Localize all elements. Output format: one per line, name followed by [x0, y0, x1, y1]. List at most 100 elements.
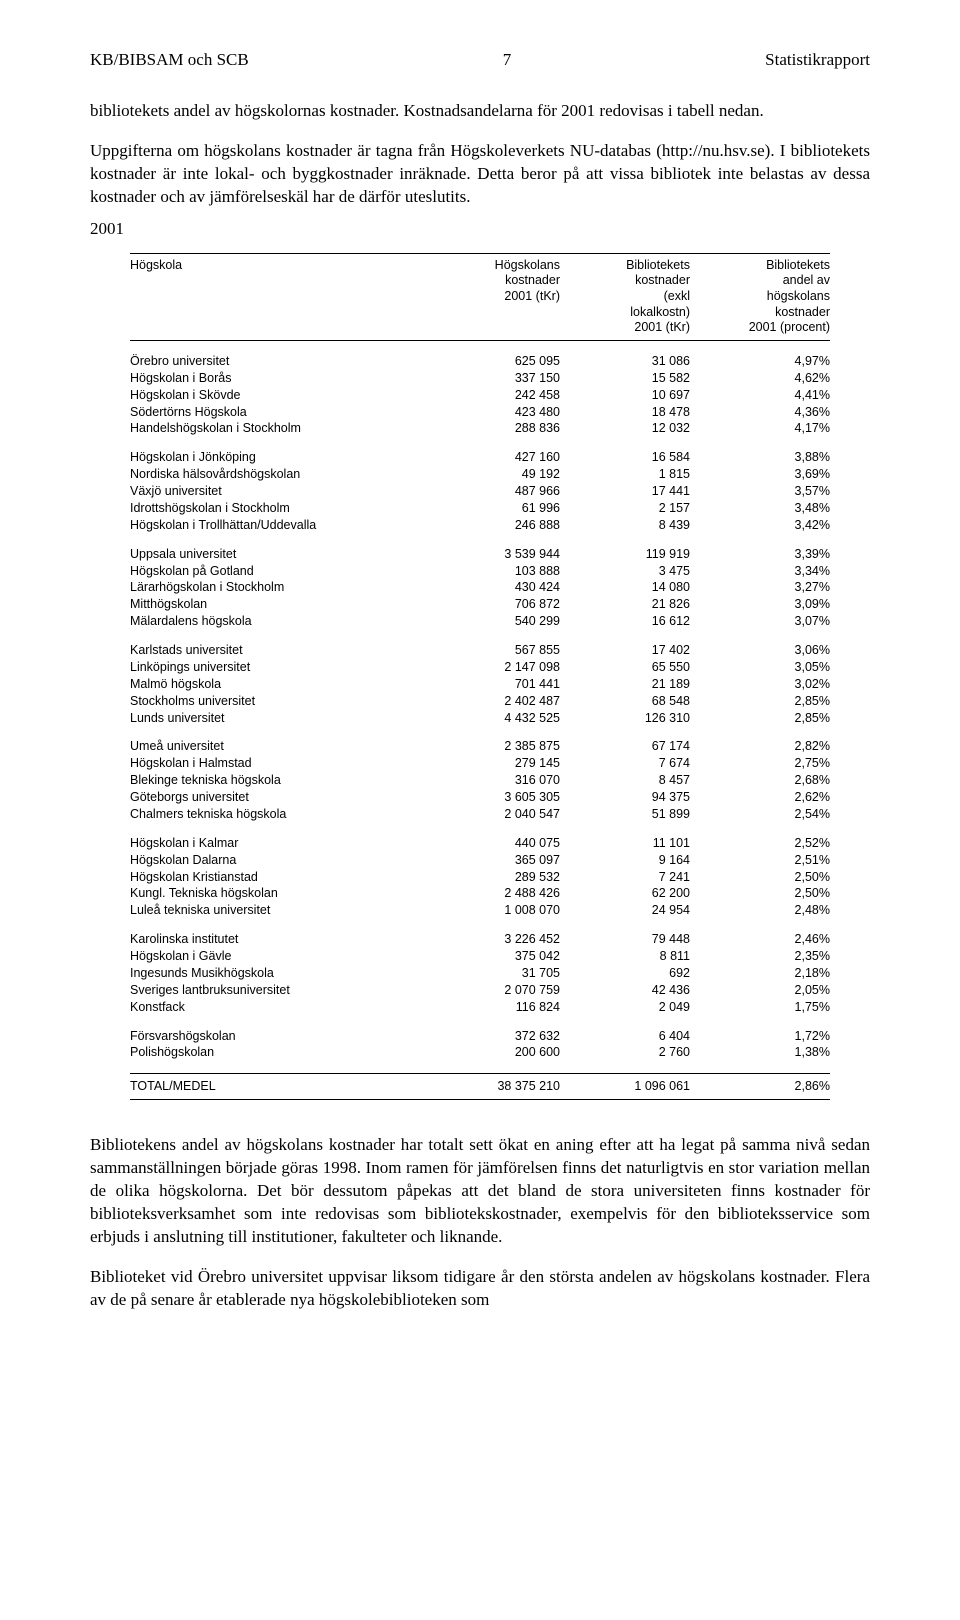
- table-cell: 51 899: [560, 806, 690, 823]
- outro-para-1: Bibliotekens andel av högskolans kostnad…: [90, 1134, 870, 1249]
- table-row: Blekinge tekniska högskola316 0708 4572,…: [130, 772, 830, 789]
- table-cell: Örebro universitet: [130, 353, 430, 370]
- table-group: Karolinska institutet3 226 45279 4482,46…: [130, 931, 830, 1015]
- table-cell: 31 086: [560, 353, 690, 370]
- table-row: Lunds universitet4 432 525126 3102,85%: [130, 710, 830, 727]
- table-cell: Södertörns Högskola: [130, 404, 430, 421]
- table-cell: Högskolan i Skövde: [130, 387, 430, 404]
- table-cell: 316 070: [430, 772, 560, 789]
- table-group: Högskolan i Kalmar440 07511 1012,52%Högs…: [130, 835, 830, 919]
- table-row: Högskolan i Halmstad279 1457 6742,75%: [130, 755, 830, 772]
- table-cell: Konstfack: [130, 999, 430, 1016]
- nu-database-link[interactable]: http://nu.hsv.se: [662, 141, 765, 160]
- table-row: Högskolan i Borås337 15015 5824,62%: [130, 370, 830, 387]
- table-cell: 200 600: [430, 1044, 560, 1061]
- table-cell: 21 826: [560, 596, 690, 613]
- table-row: Malmö högskola701 44121 1893,02%: [130, 676, 830, 693]
- table-cell: 2,35%: [690, 948, 830, 965]
- table-row: Södertörns Högskola423 48018 4784,36%: [130, 404, 830, 421]
- table-header-name: Högskola: [130, 258, 430, 336]
- table-cell: 17 441: [560, 483, 690, 500]
- table-row: Lärarhögskolan i Stockholm430 42414 0803…: [130, 579, 830, 596]
- intro-para-1: bibliotekets andel av högskolornas kostn…: [90, 100, 870, 123]
- table-cell: 8 457: [560, 772, 690, 789]
- table-row: Stockholms universitet2 402 48768 5482,8…: [130, 693, 830, 710]
- total-label: TOTAL/MEDEL: [130, 1078, 430, 1095]
- cost-table: Högskola Högskolans kostnader 2001 (tKr)…: [130, 253, 830, 1100]
- table-cell: 2,51%: [690, 852, 830, 869]
- table-cell: Högskolan i Halmstad: [130, 755, 430, 772]
- intro-para-2-a: Uppgifterna om högskolans kostnader är t…: [90, 141, 662, 160]
- table-cell: 17 402: [560, 642, 690, 659]
- table-row: Linköpings universitet2 147 09865 5503,0…: [130, 659, 830, 676]
- table-cell: 4,17%: [690, 420, 830, 437]
- table-row: Växjö universitet487 96617 4413,57%: [130, 483, 830, 500]
- table-cell: Växjö universitet: [130, 483, 430, 500]
- table-cell: Högskolan i Trollhättan/Uddevalla: [130, 517, 430, 534]
- table-cell: 3,02%: [690, 676, 830, 693]
- table-cell: Stockholms universitet: [130, 693, 430, 710]
- table-cell: 337 150: [430, 370, 560, 387]
- table-cell: 1,38%: [690, 1044, 830, 1061]
- table-cell: 2 070 759: [430, 982, 560, 999]
- table-cell: 11 101: [560, 835, 690, 852]
- table-cell: 3,06%: [690, 642, 830, 659]
- table-cell: 701 441: [430, 676, 560, 693]
- table-cell: 625 095: [430, 353, 560, 370]
- table-cell: 4,41%: [690, 387, 830, 404]
- table-row: Högskolan i Skövde242 45810 6974,41%: [130, 387, 830, 404]
- table-row: Försvarshögskolan372 6326 4041,72%: [130, 1028, 830, 1045]
- table-header-col-c: Bibliotekets andel av högskolans kostnad…: [690, 258, 830, 336]
- table-cell: 2,50%: [690, 885, 830, 902]
- table-cell: Linköpings universitet: [130, 659, 430, 676]
- table-row: Karlstads universitet567 85517 4023,06%: [130, 642, 830, 659]
- table-cell: 2,75%: [690, 755, 830, 772]
- table-cell: 2,48%: [690, 902, 830, 919]
- table-cell: 8 439: [560, 517, 690, 534]
- table-cell: 1,72%: [690, 1028, 830, 1045]
- table-cell: 2,62%: [690, 789, 830, 806]
- table-body: Örebro universitet625 09531 0864,97%Högs…: [130, 353, 830, 1061]
- table-cell: 4,97%: [690, 353, 830, 370]
- table-row: Nordiska hälsovårdshögskolan49 1921 8153…: [130, 466, 830, 483]
- table-row: Högskolan i Gävle375 0428 8112,35%: [130, 948, 830, 965]
- table-cell: Malmö högskola: [130, 676, 430, 693]
- table-cell: 423 480: [430, 404, 560, 421]
- table-row: Mälardalens högskola540 29916 6123,07%: [130, 613, 830, 630]
- table-cell: 3 605 305: [430, 789, 560, 806]
- table-cell: 18 478: [560, 404, 690, 421]
- outro-para-2: Biblioteket vid Örebro universitet uppvi…: [90, 1266, 870, 1312]
- table-cell: 2 157: [560, 500, 690, 517]
- table-group: Uppsala universitet3 539 944119 9193,39%…: [130, 546, 830, 630]
- table-header-col-b: Bibliotekets kostnader (exkl lokalkostn)…: [560, 258, 690, 336]
- table-cell: 2 040 547: [430, 806, 560, 823]
- table-cell: 7 674: [560, 755, 690, 772]
- table-row: Umeå universitet2 385 87567 1742,82%: [130, 738, 830, 755]
- table-cell: Högskolan Kristianstad: [130, 869, 430, 886]
- table-cell: 24 954: [560, 902, 690, 919]
- table-cell: 2,05%: [690, 982, 830, 999]
- table-cell: 2 488 426: [430, 885, 560, 902]
- total-c: 2,86%: [690, 1078, 830, 1095]
- table-row: Högskolan i Trollhättan/Uddevalla246 888…: [130, 517, 830, 534]
- table-cell: 440 075: [430, 835, 560, 852]
- table-cell: Kungl. Tekniska högskolan: [130, 885, 430, 902]
- table-cell: 2 049: [560, 999, 690, 1016]
- table-cell: 289 532: [430, 869, 560, 886]
- table-cell: 3,09%: [690, 596, 830, 613]
- table-cell: 8 811: [560, 948, 690, 965]
- table-group: Örebro universitet625 09531 0864,97%Högs…: [130, 353, 830, 437]
- table-cell: 7 241: [560, 869, 690, 886]
- table-cell: Göteborgs universitet: [130, 789, 430, 806]
- table-cell: 2,52%: [690, 835, 830, 852]
- page-header: KB/BIBSAM och SCB 7 Statistikrapport: [90, 50, 870, 70]
- table-cell: 49 192: [430, 466, 560, 483]
- table-row: Chalmers tekniska högskola2 040 54751 89…: [130, 806, 830, 823]
- table-cell: 3,39%: [690, 546, 830, 563]
- table-row: Luleå tekniska universitet1 008 07024 95…: [130, 902, 830, 919]
- header-center: 7: [503, 50, 512, 70]
- table-cell: 246 888: [430, 517, 560, 534]
- table-cell: 2,85%: [690, 710, 830, 727]
- table-group: Högskolan i Jönköping427 16016 5843,88%N…: [130, 449, 830, 533]
- table-row: Idrottshögskolan i Stockholm61 9962 1573…: [130, 500, 830, 517]
